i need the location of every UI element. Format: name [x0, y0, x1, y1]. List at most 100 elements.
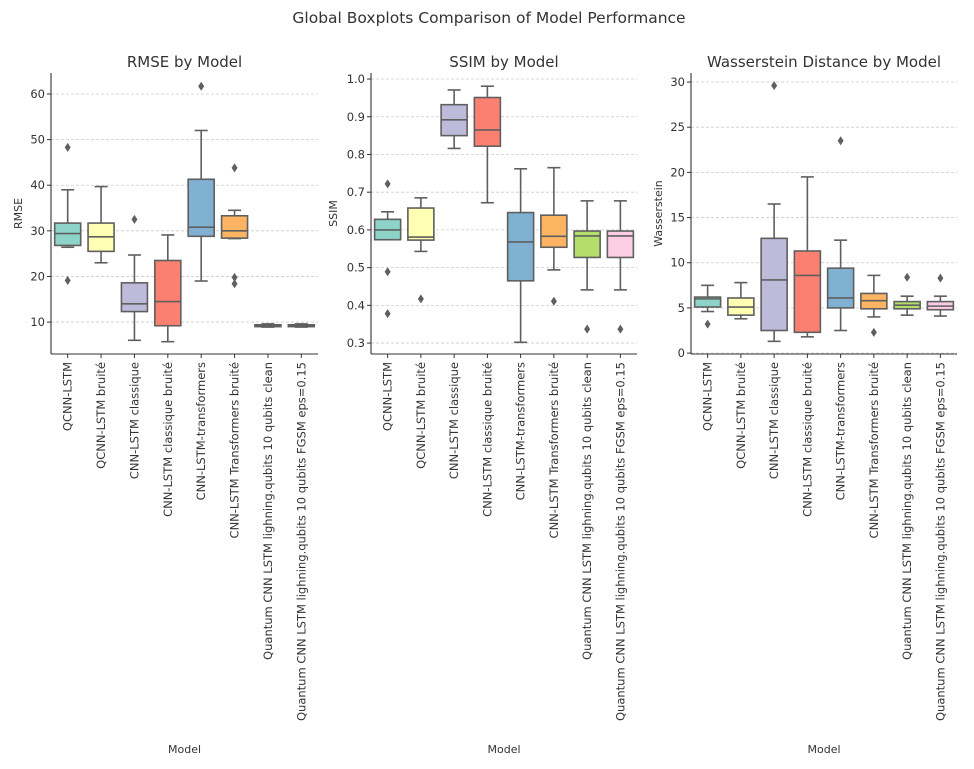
- y-tick-label: 5: [678, 301, 685, 315]
- x-tick-label: Quantum CNN LSTM lighning.qubits 10 qubi…: [261, 362, 275, 660]
- x-tick-label: QCNN-LSTM bruité: [734, 362, 748, 469]
- outlier-point: [64, 276, 71, 286]
- box-8: [606, 200, 635, 334]
- outlier-point: [384, 309, 391, 319]
- y-tick-label: 10: [670, 256, 685, 270]
- chart-panel-2: SSIM by Model 0.3 0.4 0.5 0.6 0.7 0.8 0.9 1.0 SSI…: [327, 53, 637, 756]
- y-axis-label: SSIM: [327, 200, 340, 227]
- y-tick-label: 0.4: [347, 298, 365, 312]
- outlier-point: [870, 327, 877, 337]
- box-6: [540, 166, 568, 306]
- box-5: [187, 81, 215, 282]
- box-3: [760, 81, 788, 343]
- box-2: [407, 197, 435, 304]
- box-iqr: [826, 267, 855, 309]
- box-iqr: [540, 214, 568, 249]
- outlier-point: [384, 179, 391, 189]
- box-iqr: [154, 259, 182, 327]
- box-2: [727, 281, 755, 320]
- x-tick-label: CNN-LSTM classique bruité: [480, 362, 494, 517]
- outlier-point: [704, 319, 711, 329]
- x-tick-label: CNN-LSTM classique: [447, 362, 461, 479]
- x-axis-label: Model: [168, 743, 201, 756]
- outlier-point: [417, 294, 424, 304]
- box-iqr: [407, 207, 435, 241]
- outlier-point: [198, 81, 205, 91]
- outlier-point: [231, 272, 238, 282]
- y-tick-label: 40: [30, 178, 45, 192]
- x-tick-label: Quantum CNN LSTM lighning.qubits 10 qubi…: [294, 362, 308, 721]
- y-tick-label: 0.6: [347, 223, 365, 237]
- x-tick-label: CNN-LSTM Transformers bruité: [867, 362, 881, 538]
- outlier-point: [617, 324, 624, 334]
- y-tick-label: 15: [670, 211, 685, 225]
- y-tick-label: 0: [678, 346, 685, 360]
- box-8: [287, 323, 316, 328]
- x-tick-label: CNN-LSTM-transformers: [194, 362, 208, 500]
- box-7: [573, 200, 601, 334]
- y-tick-label: 30: [670, 75, 685, 89]
- y-tick-label: 0.3: [347, 336, 365, 350]
- y-tick-label: 10: [30, 315, 45, 329]
- outlier-point: [584, 324, 591, 334]
- box-5: [506, 168, 535, 344]
- x-tick-label: CNN-LSTM Transformers bruité: [228, 362, 242, 538]
- x-tick-label: QCNN-LSTM: [61, 362, 75, 431]
- box-2: [87, 185, 115, 264]
- box-4: [473, 85, 502, 204]
- outlier-point: [384, 267, 391, 277]
- box-iqr: [473, 96, 502, 147]
- outlier-point: [550, 296, 557, 306]
- outlier-point: [937, 273, 944, 283]
- x-tick-label: QCNN-LSTM bruité: [414, 362, 428, 469]
- box-1: [693, 284, 722, 329]
- y-tick-label: 30: [30, 224, 45, 238]
- box-iqr: [120, 282, 149, 313]
- x-tick-label: Quantum CNN LSTM lighning.qubits 10 qubi…: [613, 362, 627, 721]
- box-3: [120, 214, 149, 342]
- box-6: [220, 163, 249, 289]
- y-tick-label: 0.9: [347, 110, 365, 124]
- x-tick-label: QCNN-LSTM: [701, 362, 715, 431]
- box-7: [893, 272, 921, 316]
- y-tick-label: 20: [30, 269, 45, 283]
- box-4: [793, 176, 822, 338]
- outlier-point: [904, 272, 911, 282]
- box-4: [154, 234, 182, 343]
- outlier-point: [771, 81, 778, 91]
- box-iqr: [760, 237, 788, 332]
- box-6: [860, 274, 888, 337]
- box-iqr: [606, 230, 635, 259]
- y-tick-label: 0.5: [347, 261, 365, 275]
- y-tick-label: 0.8: [347, 147, 365, 161]
- box-7: [254, 323, 282, 328]
- y-tick-label: 1.0: [347, 72, 365, 86]
- x-tick-label: CNN-LSTM Transformers bruité: [547, 362, 561, 538]
- box-iqr: [573, 230, 601, 259]
- x-tick-label: Quantum CNN LSTM lighning.qubits 10 qubi…: [580, 362, 594, 660]
- axis-title: SSIM by Model: [449, 53, 558, 71]
- y-axis-label: RMSE: [12, 198, 25, 229]
- outlier-point: [231, 163, 238, 173]
- box-5: [826, 136, 855, 332]
- outlier-point: [837, 136, 844, 146]
- outlier-point: [231, 279, 238, 289]
- x-tick-label: Quantum CNN LSTM lighning.qubits 10 qubi…: [900, 362, 914, 660]
- y-tick-label: 0.7: [347, 185, 365, 199]
- x-tick-label: Quantum CNN LSTM lighning.qubits 10 qubi…: [933, 362, 947, 721]
- box-8: [926, 273, 955, 317]
- axis-title: Wasserstein Distance by Model: [707, 53, 941, 71]
- x-tick-label: CNN-LSTM-transformers: [834, 362, 848, 500]
- box-iqr: [693, 296, 722, 308]
- y-tick-label: 50: [30, 133, 45, 147]
- box-iqr: [793, 250, 822, 334]
- chart-panel-1: RMSE by Model 10 20 30 40 50 60 RMSE QCNN-LSTM QC…: [12, 53, 318, 756]
- box-iqr: [506, 211, 535, 282]
- x-tick-label: CNN-LSTM classique bruité: [800, 362, 814, 517]
- y-tick-label: 60: [30, 87, 45, 101]
- y-tick-label: 20: [670, 165, 685, 179]
- x-axis-label: Model: [487, 743, 520, 756]
- y-axis-label: Wasserstein: [652, 180, 665, 247]
- outlier-point: [64, 142, 71, 152]
